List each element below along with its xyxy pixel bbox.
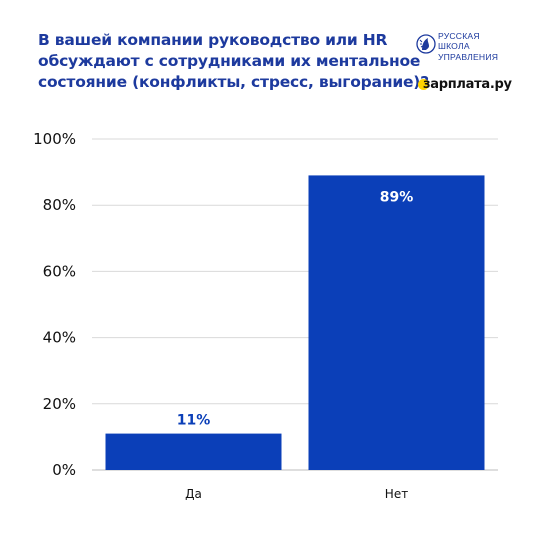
- yellow-dot-icon: [418, 78, 429, 90]
- rsu-logo-line: РУССКАЯ: [438, 31, 480, 41]
- y-tick-label: 80%: [43, 196, 76, 214]
- rsu-logo-line: УПРАВЛЕНИЯ: [438, 51, 499, 62]
- data-label: 89%: [380, 189, 414, 205]
- rsu-logo-line: ШКОЛА: [438, 41, 470, 52]
- y-tick-label: 40%: [43, 329, 76, 347]
- y-tick-label: 20%: [43, 395, 76, 413]
- y-tick-label: 100%: [33, 130, 76, 148]
- data-label: 11%: [177, 413, 211, 429]
- zarplata-logo: зарплата.ру: [418, 76, 512, 92]
- bar: [105, 433, 282, 470]
- chart-title: В вашей компании руководство или HR обсу…: [38, 30, 429, 93]
- rsu-logo: РУССКАЯ ШКОЛА УПРАВЛЕНИЯ: [416, 30, 526, 66]
- rsu-emblem-icon: [416, 34, 436, 54]
- rsu-logo-text: РУССКАЯ ШКОЛА УПРАВЛЕНИЯ: [438, 31, 498, 62]
- zarplata-logo-text: зарплата.ру: [423, 76, 512, 92]
- y-tick-label: 60%: [43, 262, 76, 280]
- bar: [308, 175, 485, 470]
- chart-title-line: В вашей компании руководство или HR: [38, 31, 388, 49]
- chart-title-line: состояние (конфликты, стресс, выгорание)…: [38, 73, 429, 91]
- x-category-label: Да: [185, 487, 202, 501]
- x-category-label: Нет: [385, 487, 408, 501]
- chart-title-line: обсуждают с сотрудниками их ментальное: [38, 52, 421, 70]
- y-tick-label: 0%: [52, 461, 76, 479]
